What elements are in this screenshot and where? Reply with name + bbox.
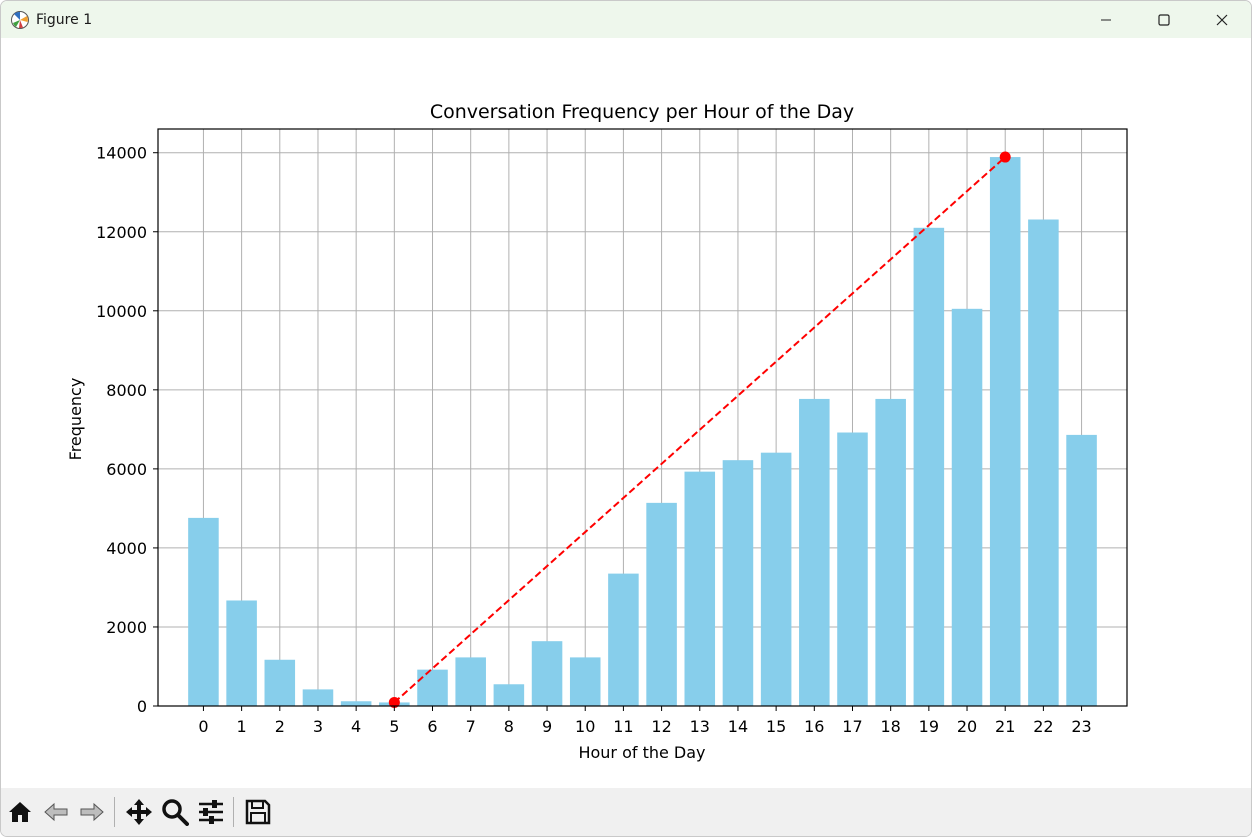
bar-hour-11 bbox=[608, 573, 639, 706]
x-tick-label: 17 bbox=[842, 717, 862, 736]
x-tick-label: 1 bbox=[237, 717, 247, 736]
y-tick-label: 14000 bbox=[96, 144, 147, 163]
bar-hour-19 bbox=[913, 227, 945, 706]
forward-arrow-icon bbox=[80, 802, 104, 822]
figure-canvas: 0 1 2 3 4 5 6 7 8 9 10 11 12 13 14 15 16 17 18 19 20 21 22 23 0… bbox=[1, 38, 1251, 788]
sliders-icon bbox=[199, 800, 223, 824]
home-button[interactable] bbox=[3, 795, 37, 829]
y-ticks: 0 2000 4000 6000 8000 10000 12000 14000 bbox=[96, 144, 158, 716]
toolbar-separator bbox=[114, 797, 115, 827]
bar-hour-7 bbox=[455, 657, 486, 706]
y-tick-label: 8000 bbox=[106, 381, 147, 400]
x-tick-label: 12 bbox=[651, 717, 671, 736]
move-icon bbox=[126, 799, 152, 825]
x-tick-label: 19 bbox=[919, 717, 939, 736]
x-tick-label: 3 bbox=[313, 717, 323, 736]
bar-hour-23 bbox=[1066, 434, 1097, 706]
bar-hour-14 bbox=[722, 460, 754, 706]
bar-hour-2 bbox=[264, 659, 296, 706]
bar-hour-3 bbox=[302, 689, 334, 706]
bar-hour-0 bbox=[188, 517, 219, 706]
bar-hour-9 bbox=[531, 641, 563, 706]
x-axis-label: Hour of the Day bbox=[578, 743, 705, 762]
forward-button[interactable] bbox=[75, 795, 109, 829]
toolbar-separator bbox=[233, 797, 234, 827]
bar-hour-1 bbox=[226, 600, 257, 706]
minimize-icon bbox=[1101, 19, 1111, 20]
minimize-button[interactable] bbox=[1077, 1, 1135, 38]
title-bar: Figure 1 bbox=[1, 1, 1251, 38]
configure-button[interactable] bbox=[194, 795, 228, 829]
bar-hour-17 bbox=[837, 432, 868, 706]
y-tick-label: 10000 bbox=[96, 302, 147, 321]
floppy-disk-icon bbox=[245, 799, 271, 825]
maximize-icon bbox=[1158, 13, 1170, 26]
bar-hour-21 bbox=[989, 157, 1021, 707]
window-title: Figure 1 bbox=[36, 11, 93, 28]
home-icon bbox=[9, 802, 31, 822]
x-tick-label: 22 bbox=[1033, 717, 1053, 736]
x-ticks: 0 1 2 3 4 5 6 7 8 9 10 11 12 13 14 15 16 17 18 19 20 21 22 23 bbox=[198, 706, 1092, 736]
x-tick-label: 2 bbox=[275, 717, 285, 736]
x-tick-label: 16 bbox=[804, 717, 824, 736]
x-tick-label: 13 bbox=[690, 717, 710, 736]
bar-hour-22 bbox=[1028, 219, 1059, 706]
y-axis-label: Frequency bbox=[66, 378, 85, 461]
y-tick-label: 2000 bbox=[106, 618, 147, 637]
maximize-button[interactable] bbox=[1135, 1, 1193, 38]
bar-hour-6 bbox=[417, 669, 448, 706]
close-icon bbox=[1216, 14, 1228, 25]
overlay-line bbox=[388, 151, 1011, 708]
bar-hour-10 bbox=[569, 657, 601, 706]
bar-hour-13 bbox=[684, 471, 716, 706]
x-tick-label: 18 bbox=[880, 717, 900, 736]
bar-hour-18 bbox=[875, 398, 906, 706]
x-tick-label: 20 bbox=[957, 717, 977, 736]
x-tick-label: 15 bbox=[766, 717, 786, 736]
bar-hour-8 bbox=[493, 684, 525, 706]
y-tick-label: 6000 bbox=[106, 460, 147, 479]
x-tick-label: 14 bbox=[728, 717, 748, 736]
zoom-button[interactable] bbox=[158, 795, 192, 829]
x-tick-label: 10 bbox=[575, 717, 595, 736]
x-tick-label: 4 bbox=[351, 717, 361, 736]
close-button[interactable] bbox=[1193, 1, 1251, 38]
pan-button[interactable] bbox=[122, 795, 156, 829]
plot-frame bbox=[157, 128, 1128, 707]
x-tick-label: 0 bbox=[198, 717, 208, 736]
back-button[interactable] bbox=[39, 795, 73, 829]
bar-hour-16 bbox=[799, 398, 830, 706]
x-tick-label: 9 bbox=[542, 717, 552, 736]
bar-hour-20 bbox=[951, 308, 983, 706]
x-tick-label: 6 bbox=[427, 717, 437, 736]
x-tick-label: 11 bbox=[613, 717, 633, 736]
trend-point-0 bbox=[388, 696, 400, 708]
y-tick-label: 0 bbox=[137, 697, 147, 716]
y-tick-label: 4000 bbox=[106, 539, 147, 558]
back-arrow-icon bbox=[44, 802, 68, 822]
search-icon bbox=[162, 799, 189, 826]
x-tick-label: 8 bbox=[504, 717, 514, 736]
x-tick-label: 21 bbox=[995, 717, 1015, 736]
save-button[interactable] bbox=[241, 795, 275, 829]
matplotlib-logo-icon bbox=[11, 10, 29, 29]
bar-hour-4 bbox=[340, 701, 372, 706]
x-tick-label: 5 bbox=[389, 717, 399, 736]
x-tick-label: 23 bbox=[1071, 717, 1091, 736]
y-tick-label: 12000 bbox=[96, 223, 147, 242]
bar-hour-15 bbox=[760, 452, 792, 706]
chart-title: Conversation Frequency per Hour of the D… bbox=[430, 101, 854, 123]
navigation-toolbar bbox=[1, 788, 1251, 836]
bar-hour-12 bbox=[646, 502, 677, 706]
x-tick-label: 7 bbox=[466, 717, 476, 736]
bars bbox=[188, 157, 1097, 707]
bar-chart: 0 1 2 3 4 5 6 7 8 9 10 11 12 13 14 15 16 17 18 19 20 21 22 23 0… bbox=[66, 101, 1128, 762]
trend-point-1 bbox=[999, 151, 1011, 163]
